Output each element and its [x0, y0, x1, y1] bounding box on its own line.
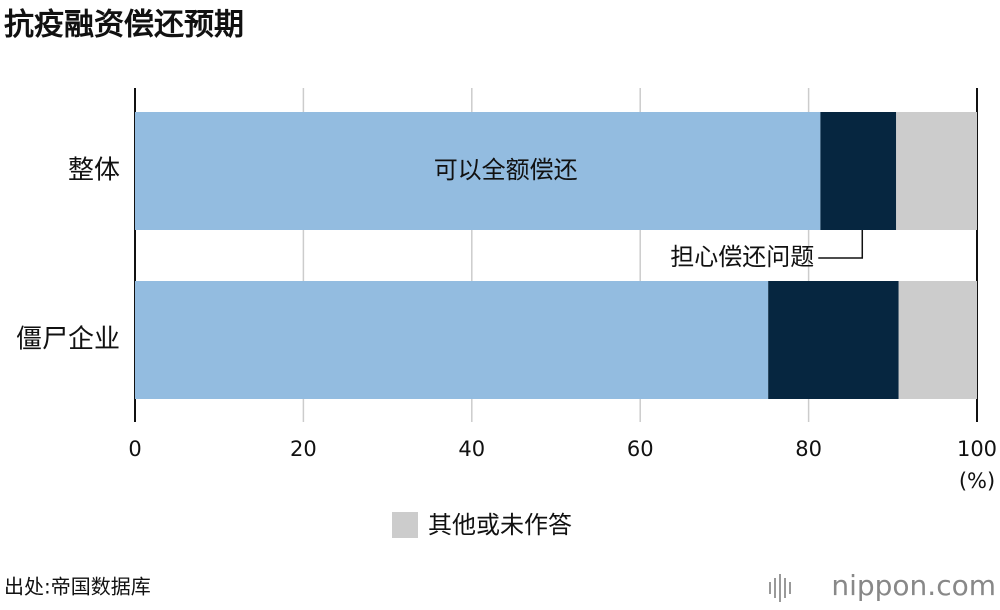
bar-segment	[135, 281, 769, 399]
legend-label: 其他或未作答	[428, 511, 572, 539]
bar-segment	[820, 112, 897, 230]
x-unit-label: (%)	[959, 469, 995, 493]
bar-segment	[898, 281, 977, 399]
chart-title: 抗疫融资偿还预期	[4, 8, 244, 43]
bar-segment	[896, 112, 977, 230]
source: 出处:帝国数据库	[4, 575, 151, 599]
series-label: 担心偿还问题	[670, 243, 814, 271]
logo: nippon.com	[831, 569, 996, 602]
x-tick-label: 80	[795, 437, 822, 461]
y-tick-label: 僵尸企业	[16, 325, 120, 355]
x-tick-label: 40	[458, 437, 485, 461]
bar-segment	[135, 112, 821, 230]
bar-segment	[768, 281, 899, 399]
series-label: 可以全额偿还	[434, 156, 578, 184]
x-tick-label: 100	[957, 437, 997, 461]
x-tick-label: 0	[128, 437, 141, 461]
y-tick-label: 整体	[68, 156, 120, 186]
x-tick-label: 20	[290, 437, 317, 461]
x-tick-label: 60	[627, 437, 654, 461]
annotation-line	[818, 230, 864, 259]
logo-mark	[769, 574, 791, 602]
legend-swatch	[392, 512, 418, 538]
